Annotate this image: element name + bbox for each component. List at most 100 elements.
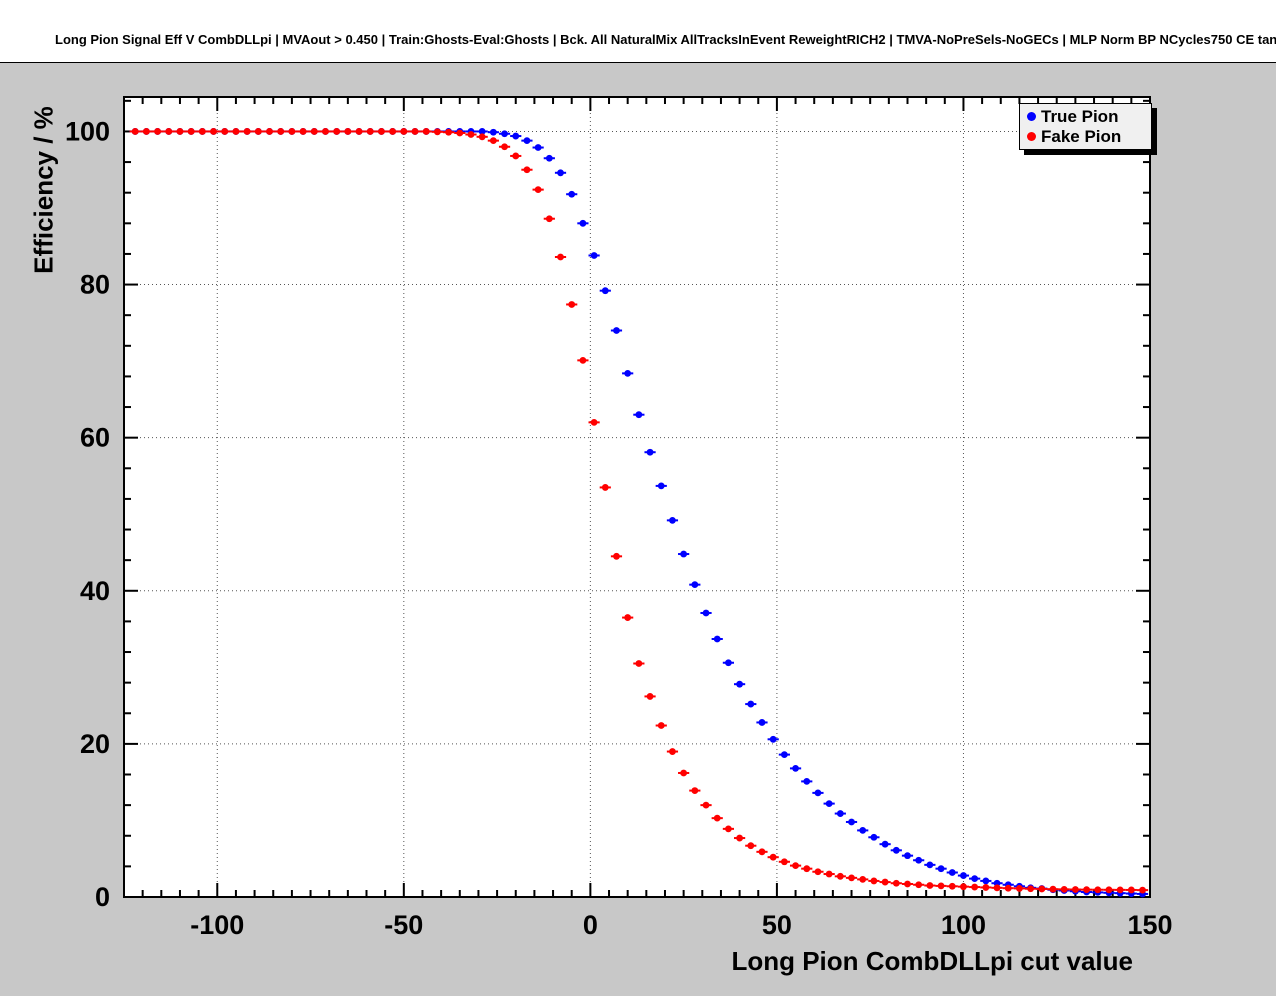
data-point-true-pion (971, 875, 979, 883)
data-point-fake-pion (210, 128, 217, 135)
data-point-fake-pion (467, 131, 475, 138)
data-point-true-pion (568, 190, 576, 198)
data-point-fake-pion (691, 787, 699, 794)
x-tick-label: -50 (384, 910, 423, 940)
data-point-fake-pion (557, 253, 564, 261)
data-point-true-pion (780, 751, 788, 759)
data-point-fake-pion (456, 129, 464, 137)
legend: True Pion Fake Pion (1019, 103, 1152, 150)
legend-item-true-pion: True Pion (1020, 106, 1151, 126)
data-point-fake-pion (579, 356, 587, 364)
data-point-true-pion (758, 719, 766, 726)
data-point-true-pion (792, 764, 799, 772)
data-point-fake-pion (736, 834, 743, 842)
data-point-fake-pion (131, 128, 139, 135)
data-point-fake-pion (904, 880, 911, 888)
data-point-fake-pion (1027, 885, 1035, 893)
data-point-fake-pion (758, 848, 766, 856)
y-tick-label: 40 (80, 576, 110, 606)
data-point-true-pion (613, 327, 620, 334)
x-tick-label: 150 (1127, 910, 1172, 940)
data-point-true-pion (982, 877, 990, 885)
data-point-fake-pion (1049, 885, 1057, 893)
data-point-fake-pion (501, 143, 508, 151)
data-point-true-pion (848, 818, 855, 826)
data-point-true-pion (691, 581, 699, 589)
data-point-true-pion (836, 810, 844, 817)
data-point-fake-pion (411, 128, 419, 135)
data-point-fake-pion (1139, 886, 1146, 894)
data-point-fake-pion (400, 128, 408, 135)
data-point-true-pion (680, 550, 688, 558)
data-point-fake-pion (154, 128, 161, 135)
data-point-fake-pion (624, 614, 632, 621)
data-point-fake-pion (1004, 884, 1012, 892)
data-point-true-pion (478, 128, 486, 135)
data-point-fake-pion (870, 877, 878, 885)
data-point-true-pion (590, 252, 598, 259)
data-point-true-pion (803, 778, 811, 785)
data-point-fake-pion (523, 166, 531, 174)
data-point-fake-pion (792, 862, 799, 870)
data-point-true-pion (937, 865, 945, 873)
data-point-true-pion (624, 369, 632, 377)
data-point-fake-pion (859, 875, 867, 883)
data-point-fake-pion (254, 128, 262, 135)
data-point-fake-pion (780, 858, 788, 866)
legend-label-true-pion: True Pion (1041, 106, 1119, 126)
data-point-fake-pion (848, 874, 855, 882)
data-point-true-pion (725, 659, 732, 667)
data-point-true-pion (713, 635, 721, 643)
title-bar: Long Pion Signal Eff V CombDLLpi | MVAou… (0, 0, 1276, 62)
data-point-fake-pion (590, 418, 598, 426)
data-point-fake-pion (389, 128, 397, 135)
x-axis-title: Long Pion CombDLLpi cut value (731, 946, 1133, 976)
data-point-fake-pion (635, 660, 643, 667)
data-point-fake-pion (310, 128, 318, 135)
data-point-fake-pion (702, 801, 710, 809)
data-point-fake-pion (378, 128, 385, 135)
data-point-fake-pion (165, 128, 173, 135)
data-point-fake-pion (1060, 885, 1068, 893)
plot-frame (123, 96, 1151, 898)
data-point-fake-pion (187, 128, 195, 135)
x-tick-label: 100 (941, 910, 986, 940)
data-point-true-pion (859, 826, 867, 834)
data-point-fake-pion (613, 552, 620, 560)
data-point-true-pion (657, 482, 665, 490)
data-point-fake-pion (142, 128, 150, 135)
data-point-fake-pion (836, 872, 844, 880)
data-point-fake-pion (277, 128, 285, 135)
data-point-fake-pion (1071, 886, 1079, 893)
data-point-fake-pion (646, 693, 654, 700)
data-point-true-pion (601, 287, 609, 295)
data-point-true-pion (769, 735, 777, 743)
data-point-fake-pion (1038, 885, 1046, 893)
data-point-true-pion (646, 448, 654, 456)
data-point-fake-pion (915, 881, 923, 889)
data-point-true-pion (545, 154, 553, 162)
data-point-fake-pion (725, 825, 732, 833)
data-point-fake-pion (948, 882, 956, 890)
data-point-true-pion (814, 789, 822, 797)
data-point-fake-pion (657, 722, 665, 729)
data-point-true-pion (501, 130, 508, 138)
data-point-fake-pion (1016, 885, 1023, 892)
plot-area (124, 97, 1150, 897)
data-point-true-pion (870, 833, 878, 841)
data-point-true-pion (702, 609, 710, 617)
data-point-fake-pion (926, 882, 934, 889)
data-point-fake-pion (669, 748, 676, 755)
data-point-fake-pion (433, 128, 441, 136)
data-point-fake-pion (445, 128, 452, 136)
data-point-fake-pion (803, 865, 811, 873)
data-point-fake-pion (769, 853, 777, 861)
data-point-fake-pion (1127, 886, 1135, 894)
plot-title: Long Pion Signal Eff V CombDLLpi | MVAou… (55, 32, 1276, 47)
data-point-fake-pion (937, 882, 945, 890)
data-point-fake-pion (489, 137, 497, 145)
data-point-fake-pion (232, 128, 240, 135)
y-tick-label: 20 (80, 729, 110, 759)
data-point-fake-pion (243, 128, 251, 135)
